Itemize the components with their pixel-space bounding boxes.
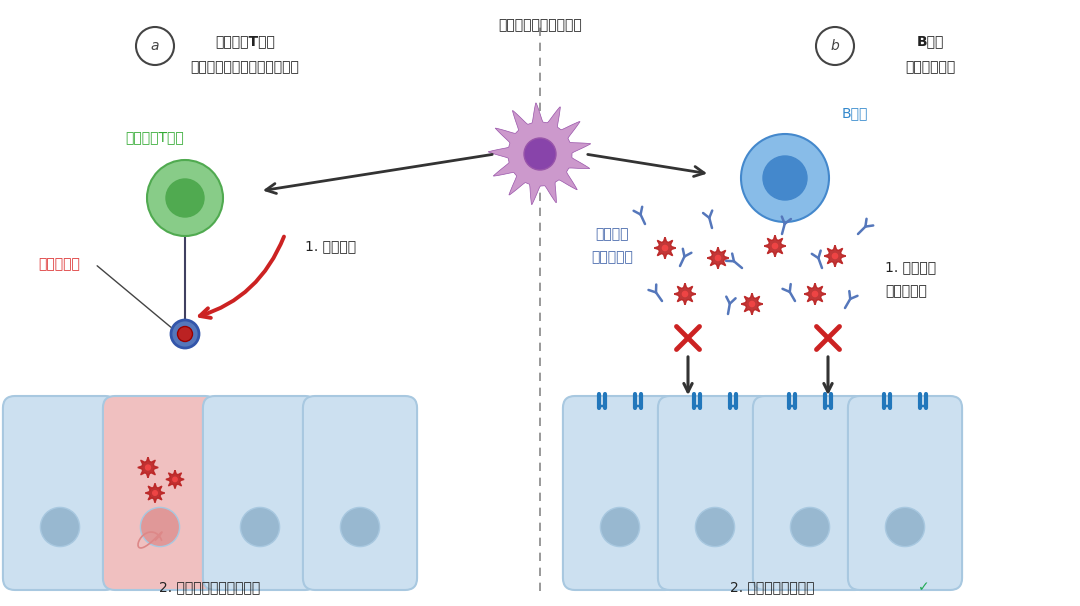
Circle shape: [715, 255, 720, 261]
Circle shape: [816, 27, 854, 65]
Circle shape: [600, 507, 639, 547]
Circle shape: [741, 134, 829, 222]
Text: 细胞毒性T细胞: 细胞毒性T细胞: [125, 130, 185, 144]
FancyBboxPatch shape: [3, 396, 117, 590]
Text: b: b: [831, 39, 839, 53]
Polygon shape: [138, 458, 159, 478]
Circle shape: [40, 507, 80, 547]
Circle shape: [812, 291, 818, 296]
Circle shape: [136, 27, 174, 65]
Circle shape: [173, 477, 177, 482]
Polygon shape: [674, 283, 696, 305]
Polygon shape: [765, 235, 786, 257]
Text: 1. 阻止病毒: 1. 阻止病毒: [885, 260, 936, 274]
Circle shape: [152, 491, 158, 495]
Circle shape: [146, 465, 150, 470]
Text: 细胞毒性T细胞: 细胞毒性T细胞: [215, 34, 275, 48]
FancyBboxPatch shape: [848, 396, 962, 590]
FancyBboxPatch shape: [658, 396, 772, 590]
Text: 1. 免疫攻击: 1. 免疫攻击: [305, 239, 356, 253]
Polygon shape: [741, 293, 762, 315]
Circle shape: [750, 301, 755, 307]
Text: 与病毒结合: 与病毒结合: [591, 250, 633, 264]
Circle shape: [147, 160, 222, 236]
Text: ✓: ✓: [918, 580, 930, 594]
Circle shape: [762, 156, 807, 200]
Circle shape: [886, 507, 924, 547]
FancyBboxPatch shape: [302, 396, 417, 590]
Circle shape: [696, 507, 734, 547]
Circle shape: [683, 291, 688, 296]
Polygon shape: [654, 238, 676, 259]
Circle shape: [791, 507, 829, 547]
Circle shape: [340, 507, 379, 547]
Circle shape: [241, 507, 280, 547]
FancyBboxPatch shape: [103, 396, 217, 590]
Text: B细胞: B细胞: [916, 34, 944, 48]
Polygon shape: [824, 245, 846, 267]
Text: 与受体结合: 与受体结合: [885, 284, 927, 298]
Polygon shape: [805, 283, 826, 305]
Polygon shape: [707, 247, 729, 268]
Text: a: a: [151, 39, 159, 53]
Text: 病毒的抗原: 病毒的抗原: [38, 257, 80, 271]
Text: 中和抗体: 中和抗体: [595, 227, 629, 241]
Circle shape: [140, 507, 179, 547]
Circle shape: [833, 253, 838, 259]
Polygon shape: [146, 484, 164, 502]
Circle shape: [772, 244, 778, 248]
FancyBboxPatch shape: [753, 396, 867, 590]
Polygon shape: [166, 470, 184, 488]
Circle shape: [171, 320, 199, 348]
Circle shape: [524, 138, 556, 170]
FancyBboxPatch shape: [203, 396, 318, 590]
FancyBboxPatch shape: [563, 396, 677, 590]
Circle shape: [177, 327, 192, 342]
Text: 释放中和抗体: 释放中和抗体: [905, 60, 955, 74]
Text: B细胞: B细胞: [842, 106, 868, 120]
Circle shape: [662, 245, 667, 251]
Text: 抗原呈递细胞招募了：: 抗原呈递细胞招募了：: [498, 18, 582, 32]
Text: 2. 杀灭被病毒感染的细胞: 2. 杀灭被病毒感染的细胞: [160, 580, 260, 594]
Polygon shape: [488, 103, 591, 204]
Text: 发现并清除被病毒感染的细胞: 发现并清除被病毒感染的细胞: [190, 60, 299, 74]
Circle shape: [166, 179, 204, 217]
Text: 2. 病毒无法感染细胞: 2. 病毒无法感染细胞: [730, 580, 814, 594]
